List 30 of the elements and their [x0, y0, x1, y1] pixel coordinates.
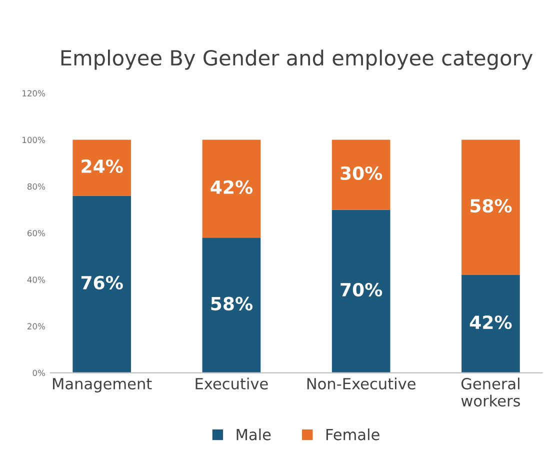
data-label: 30% — [340, 166, 382, 180]
x-tick-label: Non-Executive — [307, 378, 416, 390]
bar — [72, 196, 131, 373]
y-tick-label: 60% — [28, 230, 45, 236]
data-label: 42% — [210, 180, 252, 194]
data-label: 76% — [81, 276, 123, 290]
data-label: 70% — [340, 282, 382, 296]
bar — [462, 274, 520, 373]
data-label: 42% — [470, 315, 512, 330]
bar — [202, 238, 261, 373]
y-tick-label: 20% — [28, 323, 45, 330]
legend-label: Female — [326, 428, 380, 440]
y-tick-label: 120% — [22, 90, 45, 96]
data-label: 24% — [82, 159, 123, 173]
y-tick-label: 40% — [27, 276, 45, 283]
bar — [332, 140, 390, 210]
x-tick-label: Management — [53, 378, 152, 392]
bar — [72, 140, 131, 196]
bar — [202, 140, 261, 238]
y-tick-label: 0% — [32, 370, 45, 376]
x-tick-label: Executive — [196, 378, 268, 390]
chart-title: Employee By Gender and employee category — [61, 50, 533, 70]
bar — [332, 210, 390, 373]
data-label: 58% — [211, 296, 252, 310]
y-tick-label: 80% — [27, 183, 45, 190]
data-label: 58% — [470, 198, 512, 213]
legend-label: Male — [236, 428, 271, 440]
y-tick-label: 100% — [22, 136, 45, 144]
bar — [462, 140, 520, 275]
x-tick-label: General workers — [461, 378, 520, 407]
